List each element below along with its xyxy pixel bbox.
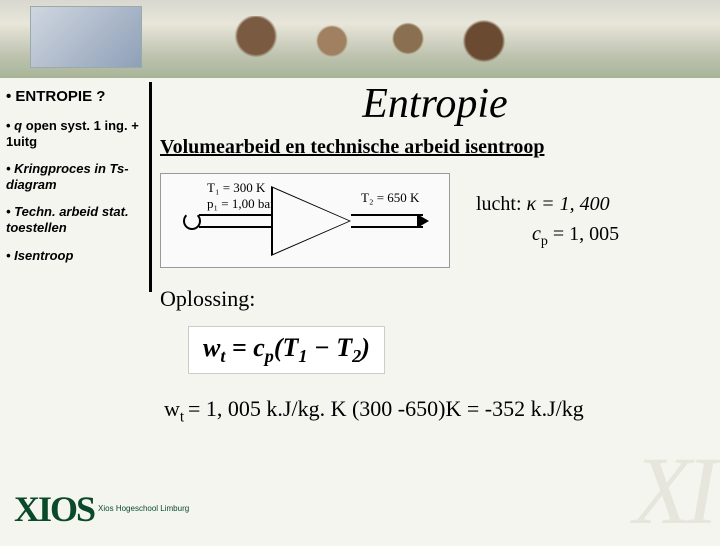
sidebar-item-q-open: • q q open syst. 1 ing. + 1uitgopen syst…	[6, 118, 146, 149]
header-banner	[0, 0, 720, 78]
result-line: wt = 1, 005 k.J/kg. K (300 -650)K = -352…	[164, 396, 710, 426]
sidebar: • ENTROPIE ? • q q open syst. 1 ing. + 1…	[6, 88, 146, 275]
formula-text: wt = cp(T1 − T2)	[203, 333, 370, 362]
oplossing-label: Oplossing:	[160, 286, 710, 312]
main-content: Entropie Volumearbeid en technische arbe…	[160, 80, 710, 427]
diagram-label-t1: T₁ = 300 K	[207, 180, 265, 196]
logo: XIOS Xios Hogeschool Limburg	[14, 488, 189, 530]
watermark: XI	[633, 435, 712, 546]
page-title: Entropie	[160, 80, 710, 128]
air-line1: lucht: κ = 1, 400	[476, 193, 610, 215]
sidebar-label: Isentroop	[14, 248, 73, 263]
sidebar-item-isentroop: • Isentroop	[6, 248, 146, 264]
sidebar-item-kringproces: • Kringproces in Ts-diagram	[6, 161, 146, 192]
sidebar-item-techn: • Techn. arbeid stat. toestellen	[6, 204, 146, 235]
logo-text: XIOS	[14, 488, 94, 530]
formula-box: wt = cp(T1 − T2)	[188, 326, 385, 374]
compressor-shape	[271, 186, 351, 256]
compressor-diagram: T₁ = 300 K p₁ = 1,00 bar T₂ = 650 K	[160, 173, 450, 268]
sidebar-label: ENTROPIE ?	[15, 88, 105, 105]
diagram-label-p1: p₁ = 1,00 bar	[207, 196, 274, 212]
diagram-row: T₁ = 300 K p₁ = 1,00 bar T₂ = 650 K luch…	[160, 173, 710, 268]
air-parameters: lucht: κ = 1, 400 cp = 1, 005	[476, 189, 619, 252]
diagram-label-t2: T₂ = 650 K	[361, 190, 419, 206]
sidebar-label: Techn. arbeid stat. toestellen	[6, 204, 129, 235]
page-subtitle: Volumearbeid en technische arbeid isentr…	[160, 136, 710, 159]
sidebar-label: Kringproces in Ts-diagram	[6, 161, 129, 192]
pipe-left	[199, 214, 271, 228]
arrow-right-icon	[417, 214, 429, 228]
logo-subtitle: Xios Hogeschool Limburg	[98, 505, 189, 513]
air-line2: cp = 1, 005	[476, 223, 619, 245]
pipe-right	[351, 214, 423, 228]
sidebar-divider	[149, 82, 152, 292]
sidebar-item-entropie: • ENTROPIE ?	[6, 88, 146, 106]
